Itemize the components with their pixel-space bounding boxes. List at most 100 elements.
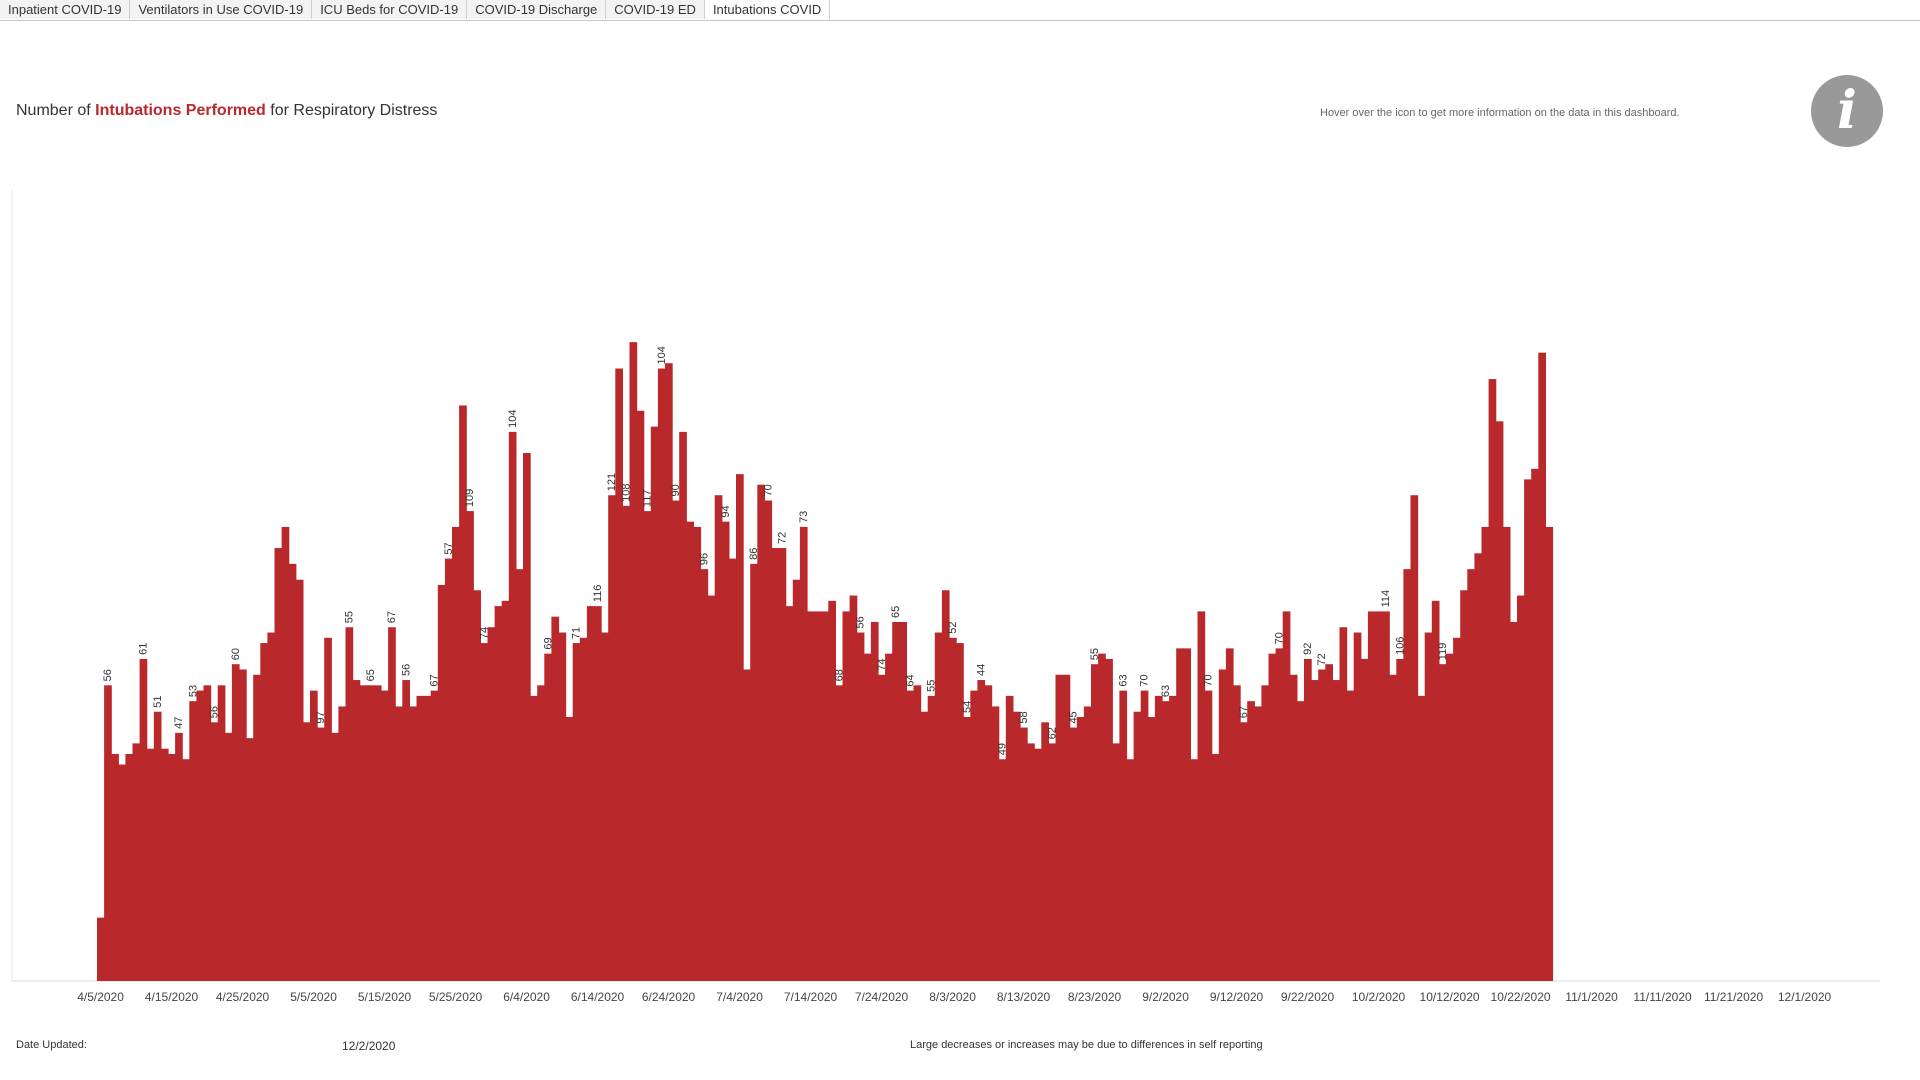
bar[interactable] [203,685,212,981]
bar[interactable] [892,621,900,981]
bar[interactable] [1034,748,1042,981]
bar[interactable] [856,632,865,981]
bar[interactable] [260,643,268,981]
bar[interactable] [1268,653,1277,981]
bar[interactable] [1289,674,1298,981]
bar[interactable] [1275,648,1284,981]
bar[interactable] [1467,569,1475,981]
bar[interactable] [828,600,836,981]
bar[interactable] [1147,717,1156,981]
bar[interactable] [196,690,205,981]
bar[interactable] [160,748,169,981]
bar[interactable] [1382,611,1390,981]
bar[interactable] [139,658,148,981]
bar[interactable] [331,732,339,981]
bar[interactable] [395,706,403,981]
bar[interactable] [1048,743,1057,981]
bar[interactable] [1076,717,1085,981]
bar[interactable] [288,563,297,981]
bar[interactable] [1403,569,1412,981]
bar[interactable] [1247,701,1255,981]
bar[interactable] [281,526,290,981]
bar[interactable] [963,717,971,981]
bar[interactable] [956,643,964,981]
bar[interactable] [693,526,702,981]
bar[interactable] [366,685,375,981]
bar[interactable] [906,690,915,981]
bar[interactable] [707,595,716,981]
bar[interactable] [814,611,822,981]
bar[interactable] [1005,695,1014,981]
bar[interactable] [721,521,730,981]
bar[interactable] [941,590,950,981]
bar[interactable] [1389,674,1397,981]
bar[interactable] [1020,727,1028,981]
bar[interactable] [480,643,489,981]
bar[interactable] [487,627,496,981]
bar[interactable] [998,759,1007,981]
bar[interactable] [743,669,751,981]
bar[interactable] [1105,658,1113,981]
bar[interactable] [359,685,368,981]
bar[interactable] [1233,685,1241,981]
bar[interactable] [714,495,723,981]
bar[interactable] [700,569,709,981]
bar[interactable] [1453,637,1461,981]
bar[interactable] [430,690,439,981]
bar[interactable] [104,685,112,981]
bar[interactable] [586,606,595,981]
bar[interactable] [267,632,276,981]
bar[interactable] [792,579,801,981]
bar[interactable] [594,606,602,981]
bar[interactable] [224,732,233,981]
bar[interactable] [778,548,787,981]
bar[interactable] [1083,706,1092,981]
bar[interactable] [1339,627,1348,981]
bar[interactable] [650,426,659,982]
bar[interactable] [785,606,794,981]
bar[interactable] [1254,706,1262,981]
bar[interactable] [1176,648,1184,981]
bar[interactable] [381,690,389,981]
bar[interactable] [125,753,134,981]
bar[interactable] [1204,690,1213,981]
bar[interactable] [1041,722,1049,981]
bar[interactable] [189,701,197,981]
tab-covid-19-ed[interactable]: COVID-19 ED [606,0,705,19]
bar[interactable] [1538,352,1546,981]
bar[interactable] [352,680,361,981]
bar[interactable] [388,627,396,981]
bar[interactable] [274,548,283,981]
bar[interactable] [466,511,474,981]
bar[interactable] [1162,701,1170,981]
bar[interactable] [253,674,261,981]
bar[interactable] [1218,669,1227,981]
bar[interactable] [1154,695,1163,981]
bar[interactable] [1069,727,1078,981]
bar[interactable] [1225,648,1234,981]
bar[interactable] [643,511,652,981]
bar[interactable] [821,611,829,981]
bar[interactable] [927,695,936,981]
bar[interactable] [452,526,460,981]
bar[interactable] [515,569,524,981]
bar[interactable] [1091,664,1099,981]
bar[interactable] [1417,695,1426,981]
bar[interactable] [1197,611,1206,981]
tab-covid-19-discharge[interactable]: COVID-19 Discharge [467,0,607,19]
bar[interactable] [1027,743,1035,981]
bar[interactable] [863,653,872,981]
bar[interactable] [601,632,609,981]
bar[interactable] [1524,479,1532,981]
bar[interactable] [970,690,978,981]
bar[interactable] [1282,611,1291,981]
bar[interactable] [1367,611,1376,981]
bar[interactable] [1325,664,1333,981]
bar[interactable] [153,711,162,981]
bar[interactable] [1126,759,1135,981]
bar[interactable] [636,410,645,981]
bar[interactable] [579,637,588,981]
bar[interactable] [473,590,481,981]
bar[interactable] [1133,711,1142,981]
bar[interactable] [1531,468,1539,982]
